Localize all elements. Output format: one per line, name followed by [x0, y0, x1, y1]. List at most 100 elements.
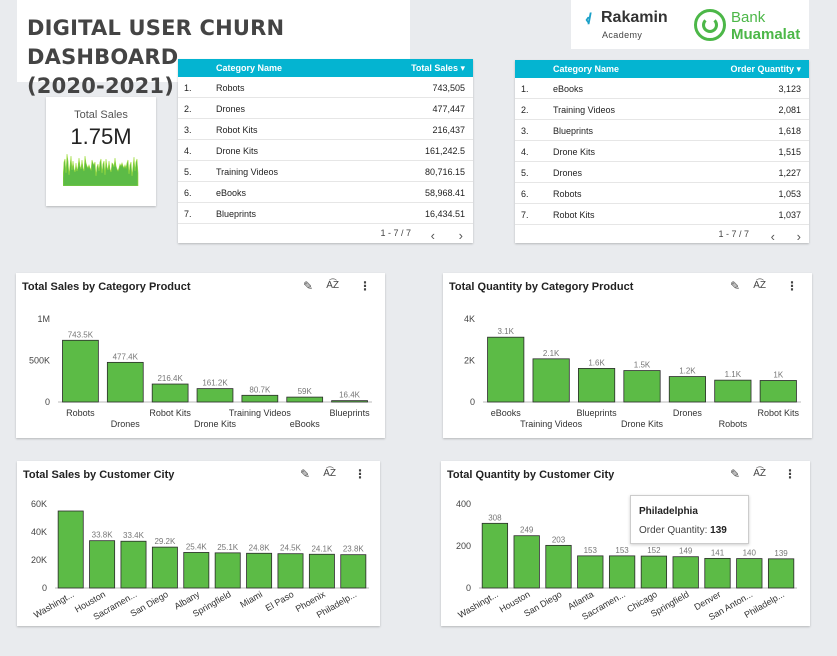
row-number: 3.	[184, 125, 192, 135]
chart-sales-by-category[interactable]: Total Sales by Category Product ✎ A͡Z ⋮ …	[16, 273, 385, 438]
sales-table-header: Category Name Total Sales ▾	[178, 59, 473, 77]
row-number: 3.	[521, 126, 529, 136]
sort-az-icon[interactable]: A͡Z	[323, 468, 336, 479]
y-tick-label: 20K	[31, 555, 47, 565]
table-row[interactable]: 4. Drone Kits 1,515	[515, 141, 809, 162]
data-label: 1.1K	[725, 370, 742, 379]
bank-muamalat-logo-inner-icon	[702, 17, 718, 33]
row-number: 1.	[521, 84, 529, 94]
chevron-left-icon[interactable]: ‹	[430, 228, 435, 243]
data-label: 152	[647, 546, 661, 555]
table-row[interactable]: 7. Robot Kits 1,037	[515, 204, 809, 225]
sales-table-col-total[interactable]: Total Sales ▾	[411, 63, 465, 74]
y-tick-label: 4K	[464, 314, 475, 324]
data-label: 24.5K	[280, 544, 302, 553]
data-label: 1K	[773, 370, 783, 379]
table-row[interactable]: 3. Robot Kits 216,437	[178, 119, 473, 140]
bar	[62, 339, 99, 403]
rakamin-logo-sub: Academy	[602, 30, 643, 40]
tooltip-value: 139	[710, 525, 727, 536]
x-tick-label: Drones	[111, 419, 141, 429]
table-row[interactable]: 4. Drone Kits 161,242.5	[178, 140, 473, 161]
row-number: 4.	[184, 146, 192, 156]
more-vertical-icon[interactable]: ⋮	[784, 467, 796, 481]
table-row[interactable]: 5. Drones 1,227	[515, 162, 809, 183]
more-vertical-icon[interactable]: ⋮	[786, 279, 798, 293]
y-tick-label: 1M	[37, 314, 50, 324]
tooltip-label: Order Quantity:	[639, 525, 708, 536]
x-tick-label: Washingt...	[456, 589, 500, 620]
table-row[interactable]: 3. Blueprints 1,618	[515, 120, 809, 141]
tooltip-body: Order Quantity: 139	[639, 525, 727, 536]
quantity-table-col-category[interactable]: Category Name	[553, 64, 620, 74]
more-vertical-icon[interactable]: ⋮	[354, 467, 366, 481]
logo-box: ‹/ Rakamin Academy Bank Muamalat	[571, 0, 809, 49]
table-row[interactable]: 2. Training Videos 2,081	[515, 99, 809, 120]
bar	[241, 394, 279, 403]
pencil-icon[interactable]: ✎	[302, 279, 313, 293]
row-category: Robot Kits	[216, 125, 258, 135]
more-vertical-icon[interactable]: ⋮	[359, 279, 371, 293]
row-category: Drone Kits	[553, 147, 596, 157]
row-value: 1,227	[778, 168, 801, 178]
chevron-right-icon[interactable]: ›	[796, 229, 801, 244]
chart-quantity-by-city[interactable]: Total Quantity by Customer City ✎ A͡Z ⋮ …	[441, 461, 810, 626]
data-label: 203	[552, 535, 566, 544]
bar	[286, 396, 324, 403]
sort-az-icon[interactable]: A͡Z	[753, 468, 766, 479]
row-value: 3,123	[778, 84, 801, 94]
sales-table-col-category[interactable]: Category Name	[216, 63, 283, 73]
data-label: 153	[584, 546, 598, 555]
total-sales-scorecard[interactable]: Total Sales 1.75M	[46, 97, 156, 206]
x-tick-label: El Paso	[264, 589, 296, 613]
pencil-icon[interactable]: ✎	[299, 467, 310, 481]
dashboard-title-line2: (2020-2021)	[27, 74, 175, 98]
chart-sales-by-city[interactable]: Total Sales by Customer City ✎ A͡Z ⋮ 0 20…	[17, 461, 380, 626]
sort-desc-icon: ▾	[460, 63, 465, 73]
table-row[interactable]: 5. Training Videos 80,716.15	[178, 161, 473, 182]
table-row[interactable]: 2. Drones 477,447	[178, 98, 473, 119]
y-tick-label: 60K	[31, 499, 47, 509]
y-tick-label: 0	[466, 583, 471, 593]
row-number: 1.	[184, 83, 192, 93]
table-row[interactable]: 6. Robots 1,053	[515, 183, 809, 204]
data-label: 80.7K	[249, 385, 271, 394]
sort-az-icon[interactable]: A͡Z	[753, 280, 766, 291]
row-value: 216,437	[432, 125, 465, 135]
pencil-icon[interactable]: ✎	[729, 467, 740, 481]
bar	[331, 400, 368, 403]
data-label: 141	[711, 548, 725, 557]
dashboard-title-box: DIGITAL USER CHURN DASHBOARD (2020-2021)	[17, 0, 410, 98]
quantity-table-col-qty-label: Order Quantity	[730, 64, 794, 74]
sparkline-area	[63, 153, 139, 186]
chart-title: Total Quantity by Category Product	[449, 281, 634, 293]
data-label: 25.1K	[217, 543, 239, 552]
data-label: 161.2K	[202, 379, 228, 388]
bar	[640, 555, 668, 589]
table-row[interactable]: 6. eBooks 58,968.41	[178, 182, 473, 203]
chart-plot-area: 0 500K 1M 743.5K Robots 477.4K Drones 216.4K Rob…	[29, 314, 372, 429]
chart-title: Total Quantity by Customer City	[447, 469, 615, 481]
table-row[interactable]: 1. Robots 743,505	[178, 77, 473, 98]
row-number: 6.	[184, 188, 192, 198]
row-category: Blueprints	[553, 126, 594, 136]
pencil-icon[interactable]: ✎	[729, 279, 740, 293]
chart-quantity-by-category[interactable]: Total Quantity by Category Product ✎ A͡Z…	[443, 273, 812, 438]
quantity-table-col-qty[interactable]: Order Quantity ▾	[730, 64, 801, 75]
bank-logo-line1: Bank	[731, 9, 766, 26]
chevron-right-icon[interactable]: ›	[458, 228, 463, 243]
y-tick-label: 400	[456, 499, 471, 509]
row-category: Robots	[216, 83, 245, 93]
y-tick-label: 200	[456, 541, 471, 551]
sort-az-icon[interactable]: A͡Z	[326, 280, 339, 291]
table-row[interactable]: 1. eBooks 3,123	[515, 78, 809, 99]
x-tick-label: Robot Kits	[758, 408, 800, 418]
chevron-left-icon[interactable]: ‹	[770, 229, 775, 244]
data-label: 743.5K	[68, 330, 94, 339]
data-label: 216.4K	[157, 374, 183, 383]
bar	[196, 388, 234, 403]
bar	[759, 380, 797, 403]
bar	[151, 383, 189, 403]
table-row[interactable]: 7. Blueprints 16,434.51	[178, 203, 473, 224]
y-tick-label: 40K	[31, 527, 47, 537]
